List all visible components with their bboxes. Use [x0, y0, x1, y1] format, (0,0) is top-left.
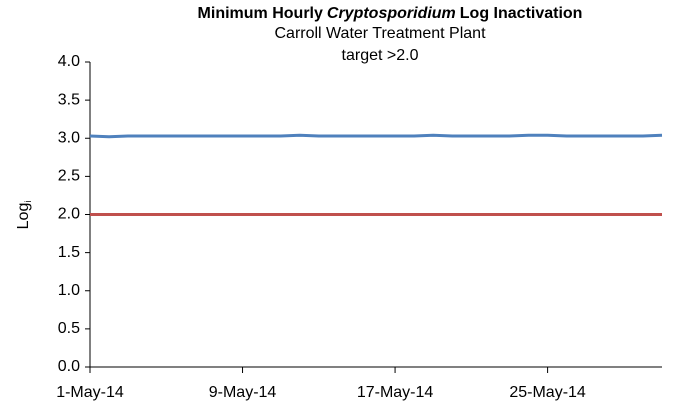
annotation: target >2.0 — [342, 47, 419, 64]
line-series — [89, 133, 663, 139]
title-part: Cryptosporidium — [327, 5, 456, 22]
y-tick-label: 4.0 — [58, 53, 80, 70]
title-part: Log Inactivation — [460, 5, 583, 22]
y-tick-label: 1.5 — [58, 244, 80, 261]
x-tick-label: 17-May-14 — [357, 384, 434, 401]
x-tick-label: 25-May-14 — [509, 384, 586, 401]
y-tick-label: 0.5 — [58, 320, 80, 337]
y-tick-label: 0.0 — [58, 358, 80, 375]
x-tick-label: 1-May-14 — [56, 384, 124, 401]
title-part: Minimum Hourly — [198, 5, 323, 22]
y-label-main: Log — [15, 203, 32, 230]
y-tick-label: 1.0 — [58, 282, 80, 299]
y-axis-label: Logi — [15, 201, 33, 230]
y-tick-label: 2.5 — [58, 168, 80, 185]
y-label-sub: i — [23, 201, 33, 203]
y-tick-label: 3.5 — [58, 91, 80, 108]
chart-subtitle: Carroll Water Treatment Plant — [274, 25, 486, 42]
chart-title: Minimum Hourly Cryptosporidium Log Inactiv… — [198, 5, 583, 22]
y-tick-label: 2.0 — [58, 206, 80, 223]
y-tick-label: 3.0 — [58, 129, 80, 146]
x-tick-label: 9-May-14 — [209, 384, 277, 401]
